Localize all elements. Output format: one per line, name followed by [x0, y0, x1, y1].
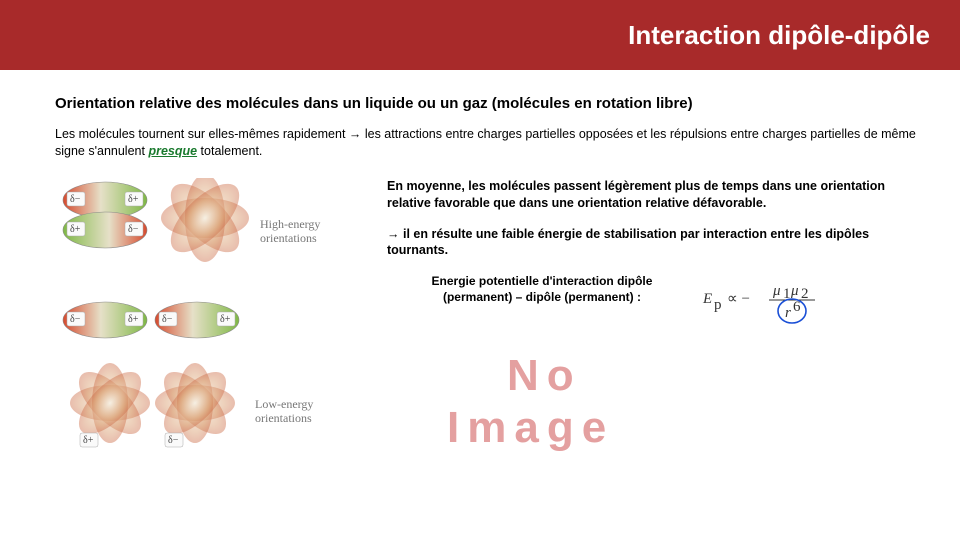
formula-highlight-circle: [778, 299, 806, 323]
high-energy-rotating: [160, 178, 251, 263]
delta-plus-label: δ+: [128, 194, 139, 205]
orientation-diagram: δ− δ+ δ+ δ− High-energy orientations: [55, 178, 365, 468]
formula-box: E p ∝ − μ 1 μ 2 r 6: [697, 273, 847, 334]
delta-plus-label-2: δ+: [70, 224, 81, 235]
low-energy-rotating: δ+ δ−: [69, 362, 236, 447]
paragraph-2: → il en résulte une faible énergie de st…: [387, 226, 920, 260]
noimage-line2: Image: [447, 403, 614, 452]
formula-sub2: 2: [801, 286, 809, 302]
high-energy-static: δ− δ+ δ+ δ−: [63, 182, 147, 248]
delta-plus-label-5: δ+: [83, 435, 94, 446]
formula-lhs-sub: p: [714, 297, 722, 313]
delta-minus-label-3: δ−: [70, 314, 81, 325]
noimage-line1: No: [507, 351, 582, 400]
delta-minus-label-5: δ−: [168, 435, 179, 446]
formula-mu2: μ: [790, 283, 799, 299]
high-energy-label-2: orientations: [260, 231, 317, 245]
title-bar: Interaction dipôle-dipôle: [0, 0, 960, 70]
high-energy-label-1: High-energy: [260, 217, 320, 231]
delta-plus-label-3: δ+: [128, 314, 139, 325]
intro-paragraph: Les molécules tournent sur elles-mêmes r…: [55, 126, 920, 160]
page-title: Interaction dipôle-dipôle: [628, 20, 930, 51]
energy-potential-label: Energie potentielle d'interaction dipôle…: [397, 273, 687, 305]
no-image-placeholder: No Image: [387, 342, 747, 462]
formula-lhs: E: [702, 291, 712, 307]
delta-minus-label-4: δ−: [162, 314, 173, 325]
formula-prop: ∝ −: [727, 291, 750, 307]
delta-plus-label-4: δ+: [220, 314, 231, 325]
formula-den-base: r: [785, 305, 791, 321]
low-energy-label-1: Low-energy: [255, 397, 313, 411]
energy-row: Energie potentielle d'interaction dipôle…: [387, 273, 920, 334]
intro-keyword: presque: [148, 144, 197, 158]
delta-minus-label-2: δ−: [128, 224, 139, 235]
formula-svg: E p ∝ − μ 1 μ 2 r 6: [697, 273, 847, 329]
text-column: En moyenne, les molécules passent légère…: [387, 178, 920, 467]
intro-after: totalement.: [197, 144, 262, 158]
low-energy-label-2: orientations: [255, 411, 312, 425]
diagram-column: δ− δ+ δ+ δ− High-energy orientations: [55, 178, 365, 473]
content-area: Orientation relative des molécules dans …: [0, 70, 960, 483]
delta-minus-label: δ−: [70, 194, 81, 205]
section-subtitle: Orientation relative des molécules dans …: [55, 95, 920, 112]
low-energy-static: δ− δ+ δ− δ+: [63, 302, 239, 338]
formula-mu1: μ: [772, 283, 781, 299]
paragraph-1: En moyenne, les molécules passent légère…: [387, 178, 920, 212]
main-row: δ− δ+ δ+ δ− High-energy orientations: [55, 178, 920, 473]
